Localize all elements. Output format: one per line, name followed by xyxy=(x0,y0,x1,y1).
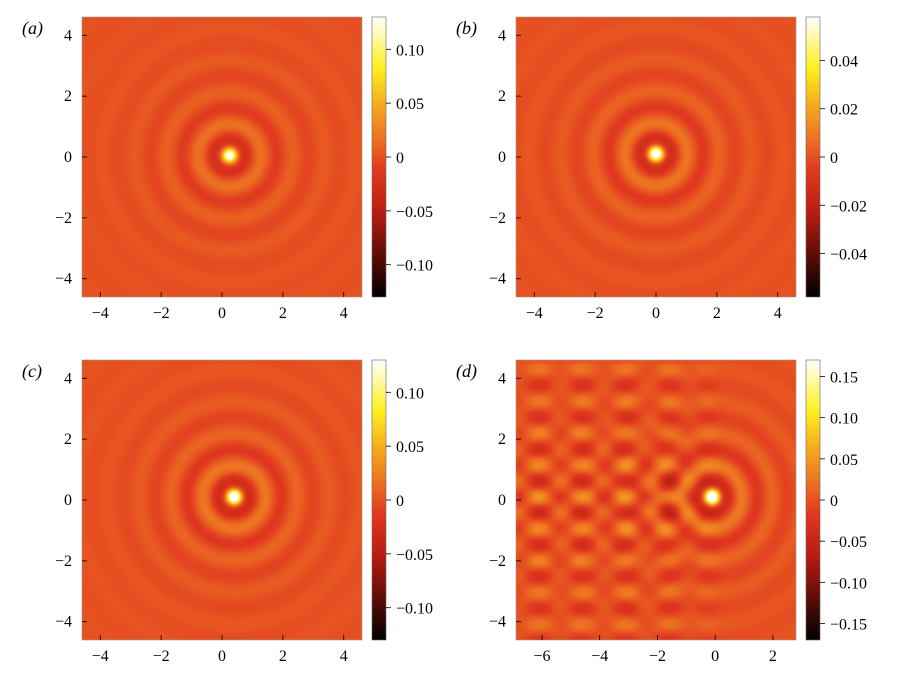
heatmap-c xyxy=(82,360,362,640)
panel-label-d: (d) xyxy=(456,361,477,382)
y-tick-label-b-1: −2 xyxy=(489,210,506,227)
colorbar-tick-label-d-4: −0.05 xyxy=(830,534,867,551)
heatmap-b xyxy=(516,17,796,297)
panel-label-a: (a) xyxy=(22,18,43,39)
colorbar-tick-label-b-3: −0.02 xyxy=(830,198,867,215)
colorbar-tick-label-a-1: 0.05 xyxy=(396,96,424,113)
panel-c: (c) −4 −2 0 2 4 −4 −2 0 2 4 0.10 0.05 0 −0.05 −0.10 xyxy=(22,359,433,665)
y-tick-label-c-2: 0 xyxy=(64,492,72,509)
x-tick-label-a-1: −2 xyxy=(153,305,170,322)
x-tick-label-a-2: 0 xyxy=(218,305,226,322)
colorbar-tick-label-b-0: 0.04 xyxy=(830,53,858,70)
x-tick-label-a-4: 4 xyxy=(340,305,348,322)
panel-d: (d) −6 −4 −2 0 2 −4 −2 0 2 4 0.15 0.10 0.05 0 −0.05 −0.1… xyxy=(456,359,867,665)
y-tick-label-d-4: 4 xyxy=(498,370,506,387)
colorbar-tick-label-d-1: 0.10 xyxy=(830,411,858,428)
x-tick-label-a-3: 2 xyxy=(279,305,287,322)
x-tick-label-c-3: 2 xyxy=(279,648,287,665)
x-tick-label-b-1: −2 xyxy=(587,305,604,322)
x-tick-label-b-0: −4 xyxy=(526,305,543,322)
colorbar-b xyxy=(805,16,821,298)
x-tick-label-c-2: 0 xyxy=(218,648,226,665)
y-tick-label-a-3: 2 xyxy=(64,88,72,105)
heatmap-d xyxy=(516,360,796,640)
y-tick-label-c-0: −4 xyxy=(55,614,72,631)
y-tick-label-d-1: −2 xyxy=(489,553,506,570)
y-tick-label-a-4: 4 xyxy=(64,27,72,44)
panel-label-c: (c) xyxy=(22,361,42,382)
y-tick-label-b-3: 2 xyxy=(498,88,506,105)
colorbar-tick-label-d-3: 0 xyxy=(830,493,838,510)
colorbar-tick-label-d-0: 0.15 xyxy=(830,369,858,386)
colorbar-tick-label-b-4: −0.04 xyxy=(830,247,867,264)
colorbar-tick-label-a-0: 0.10 xyxy=(396,42,424,59)
x-tick-label-c-1: −2 xyxy=(153,648,170,665)
x-tick-label-a-0: −4 xyxy=(92,305,109,322)
y-tick-label-a-2: 0 xyxy=(64,149,72,166)
y-tick-label-d-0: −4 xyxy=(489,614,506,631)
colorbar-tick-label-b-1: 0.02 xyxy=(830,102,858,119)
x-tick-label-c-4: 4 xyxy=(340,648,348,665)
panel-a: (a) −4 −2 0 2 4 −4 −2 0 2 4 0.10 0.05 0 −0.05 −0.10 xyxy=(22,16,433,322)
colorbar-tick-label-a-3: −0.05 xyxy=(396,204,433,221)
x-tick-label-d-3: 0 xyxy=(711,648,719,665)
x-tick-label-d-4: 2 xyxy=(769,648,777,665)
panel-label-b: (b) xyxy=(456,18,477,39)
y-tick-label-b-2: 0 xyxy=(498,149,506,166)
x-tick-label-c-0: −4 xyxy=(92,648,109,665)
x-tick-label-b-4: 4 xyxy=(774,305,782,322)
colorbar-tick-label-d-5: −0.10 xyxy=(830,575,867,592)
y-tick-label-a-1: −2 xyxy=(55,210,72,227)
y-tick-label-a-0: −4 xyxy=(55,271,72,288)
y-tick-label-d-3: 2 xyxy=(498,431,506,448)
y-tick-label-d-2: 0 xyxy=(498,492,506,509)
x-tick-label-b-3: 2 xyxy=(713,305,721,322)
colorbar-tick-label-d-2: 0.05 xyxy=(830,452,858,469)
colorbar-a xyxy=(371,16,387,298)
colorbar-tick-label-c-3: −0.05 xyxy=(396,547,433,564)
y-tick-label-c-3: 2 xyxy=(64,431,72,448)
y-tick-label-c-1: −2 xyxy=(55,553,72,570)
colorbar-d xyxy=(805,359,821,641)
colorbar-tick-label-c-0: 0.10 xyxy=(396,385,424,402)
panel-b: (b) −4 −2 0 2 4 −4 −2 0 2 4 0.04 0.02 0 −0.02 −0.04 xyxy=(456,16,867,322)
y-tick-label-b-4: 4 xyxy=(498,27,506,44)
heatmap-a xyxy=(82,17,362,297)
colorbar-tick-label-c-2: 0 xyxy=(396,493,404,510)
colorbar-c xyxy=(371,359,387,641)
colorbar-tick-label-d-6: −0.15 xyxy=(830,617,867,634)
x-tick-label-b-2: 0 xyxy=(652,305,660,322)
colorbar-tick-label-c-4: −0.10 xyxy=(396,601,433,618)
x-tick-label-d-1: −4 xyxy=(591,648,608,665)
x-tick-label-d-2: −2 xyxy=(649,648,666,665)
y-tick-label-b-0: −4 xyxy=(489,271,506,288)
colorbar-tick-label-c-1: 0.05 xyxy=(396,439,424,456)
y-tick-label-c-4: 4 xyxy=(64,370,72,387)
colorbar-tick-label-b-2: 0 xyxy=(830,150,838,167)
x-tick-label-d-0: −6 xyxy=(533,648,550,665)
colorbar-tick-label-a-4: −0.10 xyxy=(396,258,433,275)
colorbar-tick-label-a-2: 0 xyxy=(396,150,404,167)
